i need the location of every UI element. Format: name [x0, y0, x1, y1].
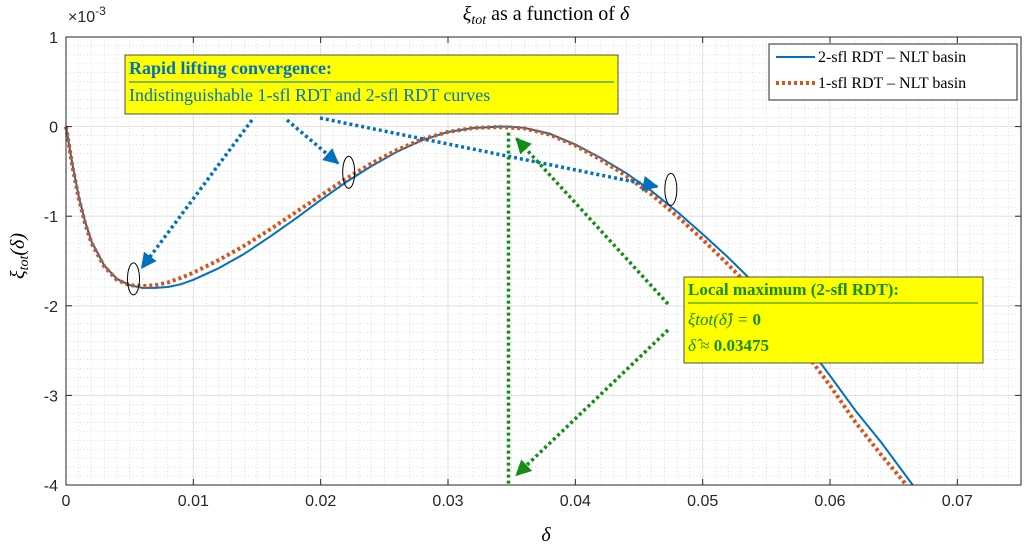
x-tick-label: 0.04 [560, 493, 591, 510]
convergence-title: Rapid lifting convergence: [129, 58, 332, 78]
x-tick-label: 0.03 [432, 493, 463, 510]
local-max-annotation: Local maximum (2-sfl RDT): ξtot(δ̂) = 0 … [683, 276, 984, 364]
x-tick-label: 0.01 [178, 493, 209, 510]
y-tick-label: -3 [44, 388, 58, 405]
legend: 2-sfl RDT – NLT basin 1-sfl RDT – NLT bas… [768, 43, 1018, 101]
convergence-arrow [285, 118, 340, 165]
convergence-annotation: Rapid lifting convergence: Indistinguish… [124, 54, 619, 115]
convergence-ellipse [342, 155, 356, 189]
x-tick-label: 0.07 [942, 493, 973, 510]
y-exponent-label: ×10-3 [68, 4, 106, 26]
y-tick-label: 0 [49, 120, 58, 137]
y-axis-label: ξtot(δ) [7, 233, 32, 279]
local-max-title: Local maximum (2-sfl RDT): [688, 280, 899, 299]
x-axis-label: δ [541, 524, 551, 546]
x-tick-label: 0.05 [687, 493, 718, 510]
local-max-line2: δ̂ ≈ 0.03475 [688, 336, 769, 355]
x-tick-label: 0.06 [814, 493, 845, 510]
legend-label: 1-sfl RDT – NLT basin [818, 75, 966, 92]
convergence-ellipse [126, 262, 140, 296]
y-tick-label: 1 [49, 30, 58, 47]
local-max-box [683, 276, 984, 364]
axes: 0 0.01 0.02 0.03 0.04 0.05 0.06 0.07 1 0 -1 -2 -3 -4 [44, 30, 1022, 510]
x-tick-label: 0.02 [305, 493, 336, 510]
convergence-text: Indistinguishable 1-sfl RDT and 2-sfl RD… [129, 85, 490, 105]
legend-label: 2-sfl RDT – NLT basin [818, 49, 966, 66]
series-line-2 [64, 125, 908, 487]
x-tick-label: 0 [62, 493, 71, 510]
convergence-box [124, 54, 619, 115]
y-tick-label: -1 [44, 209, 58, 226]
convergence-ellipse [664, 172, 678, 206]
plot-frame [65, 36, 1022, 486]
local-max-arrow-down [515, 328, 670, 477]
local-max-arrow-up [515, 137, 670, 306]
chart-title: ξtot as a function of δ [463, 3, 630, 28]
legend-box [768, 43, 1018, 101]
convergence-arrow [140, 118, 254, 269]
annotations: Rapid lifting convergence: Indistinguish… [124, 54, 984, 485]
local-max-line1: ξtot(δ̂) = 0 [688, 310, 761, 329]
y-tick-label: -2 [44, 299, 58, 316]
y-tick-label: -4 [44, 478, 58, 495]
